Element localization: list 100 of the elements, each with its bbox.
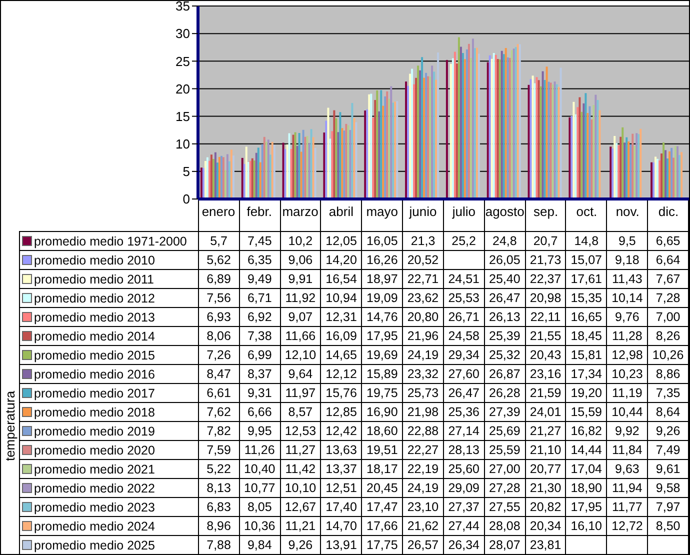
data-label: 25,60 xyxy=(443,460,484,478)
data-label: 8,64 xyxy=(648,402,688,422)
data-label: 11,19 xyxy=(606,384,648,402)
data-label: 21,59 xyxy=(525,384,566,402)
data-label: 6,99 xyxy=(239,346,280,364)
legend-label: promedio medio 2013 xyxy=(34,310,155,324)
data-label: 8,86 xyxy=(648,364,688,384)
data-label: 14,8 xyxy=(566,232,607,250)
data-label: 19,51 xyxy=(362,440,403,460)
data-label: 6,65 xyxy=(648,232,688,250)
data-label: 11,26 xyxy=(239,440,280,460)
x-tick-label: dic. xyxy=(658,204,679,220)
data-label: 12,10 xyxy=(280,346,321,364)
x-tick-label: agosto xyxy=(485,204,524,220)
data-label: 26,47 xyxy=(443,384,484,402)
data-label: 6,83 xyxy=(198,498,240,516)
x-tick-label: junio xyxy=(408,204,437,220)
data-label: 11,42 xyxy=(280,460,321,478)
data-label: 18,17 xyxy=(362,460,403,478)
data-label: 15,76 xyxy=(320,384,362,402)
data-label: 27,39 xyxy=(484,402,526,422)
data-label: 24,01 xyxy=(525,402,566,422)
data-label: 18,90 xyxy=(566,478,607,498)
data-label: 15,89 xyxy=(362,364,403,384)
data-label: 9,07 xyxy=(280,308,321,326)
legend-label: promedio medio 2021 xyxy=(34,462,155,476)
data-label: 25,2 xyxy=(443,232,484,250)
legend-label: promedio medio 1971-2000 xyxy=(34,234,187,248)
data-label: 7,82 xyxy=(198,422,240,440)
data-label: 26,05 xyxy=(484,250,526,270)
data-label: 10,40 xyxy=(239,460,280,478)
data-label: 21,73 xyxy=(525,250,566,270)
data-label: 8,05 xyxy=(239,498,280,516)
data-label: 9,26 xyxy=(648,422,688,440)
data-label: 25,32 xyxy=(484,346,526,364)
data-label: 25,73 xyxy=(402,384,444,402)
data-label: 6,92 xyxy=(239,308,280,326)
data-label: 27,55 xyxy=(484,498,526,516)
data-label: 28,08 xyxy=(484,516,526,536)
y-tick-label: 5 xyxy=(182,164,190,180)
legend-label: promedio medio 2018 xyxy=(34,405,155,420)
data-label: 22,88 xyxy=(402,422,444,440)
data-label: 7,56 xyxy=(198,288,240,308)
data-label: 24,51 xyxy=(443,270,484,288)
legend-label: promedio medio 2010 xyxy=(34,253,155,268)
legend-label: promedio medio 2022 xyxy=(34,481,155,496)
data-label: 21,96 xyxy=(402,326,444,346)
data-label: 7,28 xyxy=(648,288,688,308)
data-label: 10,26 xyxy=(648,346,688,364)
data-label: 11,84 xyxy=(606,440,648,460)
data-label: 21,55 xyxy=(525,326,566,346)
data-label: 26,28 xyxy=(484,384,526,402)
data-label: 15,35 xyxy=(566,288,607,308)
x-tick-label: mayo xyxy=(366,204,398,220)
data-label: 11,92 xyxy=(280,288,321,308)
data-label: 23,81 xyxy=(525,536,566,554)
data-label: 27,60 xyxy=(443,364,484,384)
data-label: 10,23 xyxy=(606,364,648,384)
data-label: 21,62 xyxy=(402,516,444,536)
data-label: 29,34 xyxy=(443,346,484,364)
data-label: 24,58 xyxy=(443,326,484,346)
data-label: 21,10 xyxy=(525,440,566,460)
data-label: 12,12 xyxy=(320,364,362,384)
data-label: 28,07 xyxy=(484,536,526,554)
data-label: 5,22 xyxy=(198,460,240,478)
data-label: 19,09 xyxy=(362,288,403,308)
data-label: 22,27 xyxy=(402,440,444,460)
data-label: 10,14 xyxy=(606,288,648,308)
legend-label: promedio medio 2012 xyxy=(34,291,155,306)
data-label: 27,44 xyxy=(443,516,484,536)
data-label: 24,8 xyxy=(484,232,526,250)
data-label: 12,51 xyxy=(320,478,362,498)
data-label: 9,63 xyxy=(606,460,648,478)
data-label: 14,20 xyxy=(320,250,362,270)
data-label: 26,13 xyxy=(484,308,526,326)
data-label: 25,40 xyxy=(484,270,526,288)
data-label: 17,47 xyxy=(362,498,403,516)
data-label: 17,66 xyxy=(362,516,403,536)
data-label: 16,90 xyxy=(362,402,403,422)
data-label: 20,52 xyxy=(402,250,444,270)
x-tick-label: oct. xyxy=(576,204,598,220)
data-label: 5,62 xyxy=(198,250,240,270)
data-label: 23,16 xyxy=(525,364,566,384)
data-label: 13,91 xyxy=(320,536,362,554)
legend-label: promedio medio 2019 xyxy=(34,424,155,438)
data-label: 26,87 xyxy=(484,364,526,384)
data-label: 7,97 xyxy=(648,498,688,516)
data-label: 6,61 xyxy=(198,384,240,402)
data-label: 8,06 xyxy=(198,326,240,346)
data-label: 12,31 xyxy=(320,308,362,326)
data-label: 26,47 xyxy=(484,288,526,308)
data-label: 21,30 xyxy=(525,478,566,498)
x-tick-label: sep. xyxy=(534,204,558,220)
data-label: 7,35 xyxy=(648,384,688,402)
data-label: 21,3 xyxy=(402,232,444,250)
data-label: 9,84 xyxy=(239,536,280,554)
data-label: 23,32 xyxy=(402,364,444,384)
data-label: 8,57 xyxy=(280,402,321,422)
data-label: 14,44 xyxy=(566,440,607,460)
data-label: 22,37 xyxy=(525,270,566,288)
